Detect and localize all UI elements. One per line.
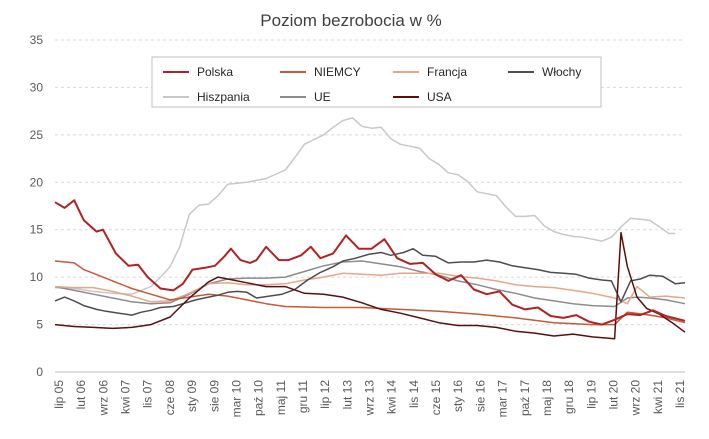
- x-tick-label: paź 17: [518, 380, 532, 416]
- x-tick-label: lut 13: [340, 380, 354, 410]
- x-tick-label: maj 11: [274, 380, 288, 415]
- x-tick-label: sie 09: [207, 380, 221, 412]
- series-line-niemcy: [54, 260, 686, 326]
- x-tick-label: wrz 13: [363, 380, 377, 417]
- x-tick-label: lip 12: [318, 380, 332, 409]
- x-tick-label: lis 07: [141, 380, 155, 408]
- x-tick-label: cze 08: [163, 380, 177, 416]
- x-tick-label: wrz 20: [629, 380, 643, 417]
- x-tick-label: lis 14: [407, 380, 421, 408]
- legend-label: Polska: [197, 65, 233, 79]
- series-lines: [54, 117, 686, 340]
- legend: Polska NIEMCY Francja Włochy Hiszpania UE USA: [151, 56, 602, 108]
- x-tick-label: gru 11: [296, 380, 310, 413]
- y-tick-label: 15: [30, 223, 44, 237]
- legend-label: Hiszpania: [197, 90, 250, 104]
- legend-label: USA: [427, 90, 452, 104]
- y-axis-ticks: 0 5 10 15 20 25 30 35: [30, 33, 44, 379]
- y-tick-label: 30: [30, 80, 44, 94]
- x-tick-label: mar 17: [496, 380, 510, 418]
- series-line-ue: [54, 260, 686, 308]
- x-tick-label: sty 09: [185, 380, 199, 412]
- series-line-usa: [54, 231, 686, 340]
- y-tick-label: 25: [30, 128, 44, 142]
- y-tick-label: 5: [36, 318, 43, 332]
- x-tick-label: kwi 07: [119, 380, 133, 414]
- x-tick-label: kwi 21: [651, 380, 665, 414]
- x-tick-label: lut 20: [606, 380, 620, 410]
- y-tick-label: 0: [36, 365, 43, 379]
- x-axis-ticks: lip 05 lut 06 wrz 06 kwi 07 lis 07 cze 08 sty …: [52, 380, 687, 418]
- x-tick-label: lis 21: [673, 380, 687, 408]
- y-tick-label: 20: [30, 175, 44, 189]
- x-tick-label: sie 16: [473, 380, 487, 412]
- series-line-hiszpania: [54, 117, 676, 295]
- series-line-polska: [54, 199, 686, 326]
- chart-title: Poziom bezrobocia w %: [260, 11, 441, 30]
- x-tick-label: sty 16: [451, 380, 465, 412]
- x-tick-label: maj 18: [540, 380, 554, 416]
- legend-label: NIEMCY: [314, 65, 361, 79]
- x-tick-label: kwi 14: [385, 380, 399, 414]
- x-tick-label: lut 06: [74, 380, 88, 410]
- series-line-włochy: [54, 247, 686, 316]
- x-tick-label: cze 15: [429, 380, 443, 416]
- x-tick-label: wrz 06: [96, 380, 110, 417]
- x-tick-label: mar 10: [229, 380, 243, 418]
- series-line-francja: [54, 272, 686, 305]
- x-tick-label: paź 10: [252, 380, 266, 416]
- legend-label: Francja: [427, 65, 467, 79]
- x-tick-label: lip 05: [52, 380, 66, 409]
- legend-label: Włochy: [542, 65, 581, 79]
- x-tick-label: lip 19: [584, 380, 598, 409]
- y-tick-label: 35: [30, 33, 44, 47]
- x-tick-label: gru 18: [562, 380, 576, 414]
- legend-label: UE: [314, 90, 331, 104]
- y-tick-label: 10: [30, 270, 44, 284]
- legend-box: [151, 56, 602, 108]
